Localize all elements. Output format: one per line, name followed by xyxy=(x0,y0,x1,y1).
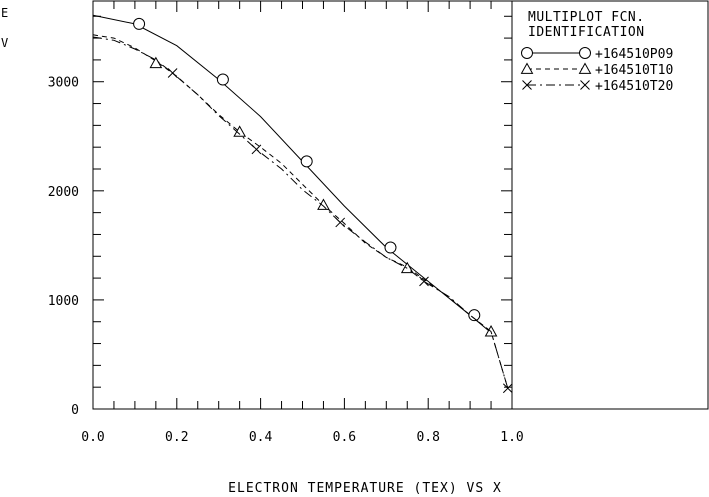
x-tick-label: 0.8 xyxy=(416,430,439,445)
x-tick-label: 0.4 xyxy=(249,430,273,445)
legend-marker-1-left xyxy=(521,47,533,59)
legend-samples xyxy=(520,47,592,90)
y-tick-label: 2000 xyxy=(48,185,79,200)
legend-marker-3-left xyxy=(522,80,532,90)
legend-box xyxy=(511,0,709,410)
legend-marker-2-left xyxy=(520,62,534,74)
series-2-point xyxy=(317,198,330,210)
legend-title-line-1: MULTIPLOT FCN. xyxy=(528,10,645,25)
series-3-point xyxy=(419,276,429,287)
legend-marker-3-right xyxy=(580,80,590,90)
legend-entry-3: +164510T20 xyxy=(595,79,673,94)
y-tick-label: 1000 xyxy=(48,294,79,309)
series-3-point xyxy=(167,68,178,78)
series-1-point xyxy=(468,309,481,322)
legend-title-line-2: IDENTIFICATION xyxy=(528,25,645,40)
series-3-point xyxy=(251,144,262,155)
x-tick-label: 0.2 xyxy=(165,430,188,445)
series-3-point xyxy=(335,217,346,228)
series-line-3 xyxy=(92,36,509,389)
legend-entry-1: +164510P09 xyxy=(595,47,673,62)
series-3-point xyxy=(502,383,513,394)
legend-marker-2-right xyxy=(578,62,592,74)
x-tick-label: 1.0 xyxy=(500,430,523,445)
series-1-point xyxy=(133,17,146,30)
y-axis-label-line-1: E xyxy=(1,6,8,20)
series-1-point xyxy=(216,73,229,86)
x-tick-label: 0.6 xyxy=(333,430,356,445)
y-axis-label-line-2: V xyxy=(1,36,8,50)
y-tick-label: 0 xyxy=(71,403,79,418)
series-1-point xyxy=(384,241,397,254)
x-axis-label: ELECTRON TEMPERATURE (TEX) VS X xyxy=(228,481,502,496)
legend-entry-2: +164510T10 xyxy=(595,63,673,78)
tick-marks xyxy=(93,1,512,409)
series-line-2 xyxy=(92,34,509,389)
series-1-point xyxy=(300,155,313,168)
y-tick-label: 3000 xyxy=(48,76,79,91)
series-layer xyxy=(92,14,513,394)
x-tick-label: 0.0 xyxy=(81,430,104,445)
legend: MULTIPLOT FCN. IDENTIFICATION +164510P09… xyxy=(520,10,673,94)
tick-labels: 0.0 0.2 0.4 0.6 0.8 1.0 0 1000 2000 3000 xyxy=(48,76,524,445)
legend-marker-1-right xyxy=(579,47,591,59)
